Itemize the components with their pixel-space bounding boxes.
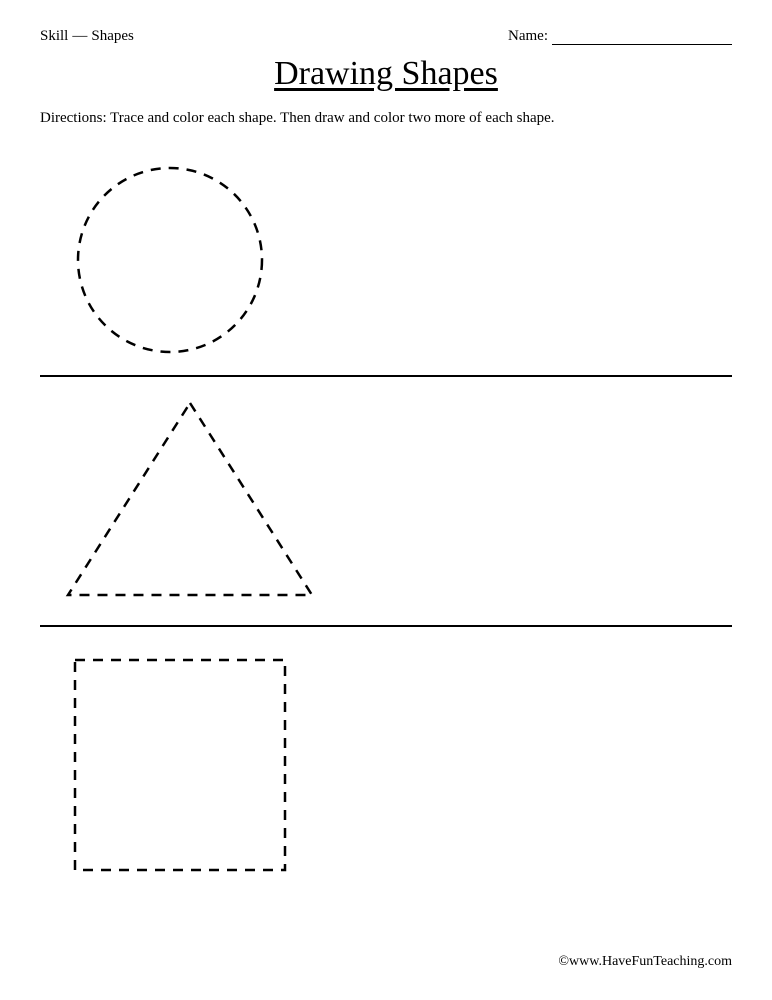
header-row: Skill—Shapes Name: xyxy=(40,28,732,45)
name-label: Name: xyxy=(508,28,548,45)
triangle-outline xyxy=(68,403,312,595)
section-divider xyxy=(40,375,732,377)
name-field: Name: xyxy=(508,28,732,45)
worksheet-page: Skill—Shapes Name: Drawing Shapes Direct… xyxy=(0,0,772,1000)
directions-label: Directions: xyxy=(40,110,107,126)
circle-shape xyxy=(70,160,270,360)
circle-outline xyxy=(78,168,262,352)
directions: Directions: Trace and color each shape. … xyxy=(40,110,732,127)
name-blank-line[interactable] xyxy=(552,31,732,46)
section-divider xyxy=(40,625,732,627)
square-shape xyxy=(65,650,295,880)
skill-word: Skill xyxy=(40,28,68,44)
triangle-shape xyxy=(60,395,320,605)
skill-label: Skill—Shapes xyxy=(40,28,134,45)
footer-credit: ©www.HaveFunTeaching.com xyxy=(558,954,732,970)
skill-value: Shapes xyxy=(91,28,134,44)
square-outline xyxy=(75,660,285,870)
page-title: Drawing Shapes xyxy=(0,55,772,93)
shapes-area xyxy=(40,150,732,940)
skill-dash: — xyxy=(72,28,87,44)
directions-text: Trace and color each shape. Then draw an… xyxy=(110,110,554,126)
